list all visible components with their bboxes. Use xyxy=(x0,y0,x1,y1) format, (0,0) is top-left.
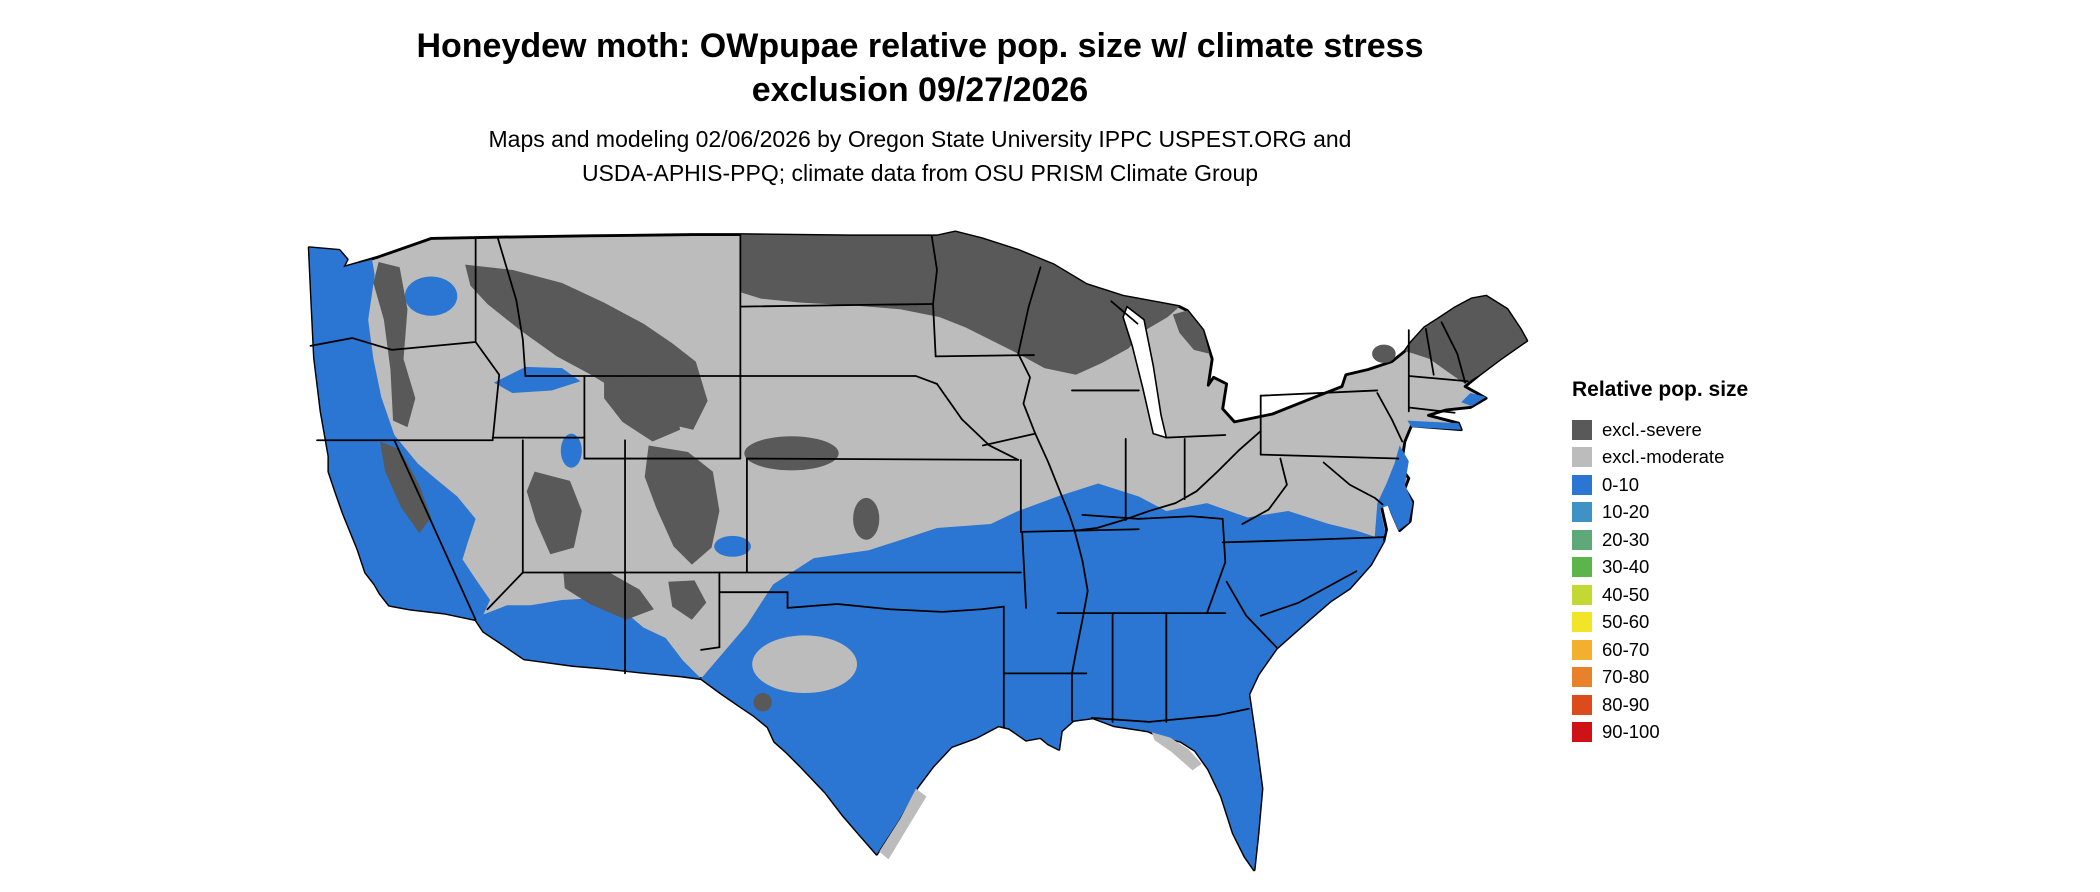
legend-swatch-excl-severe xyxy=(1572,419,1592,440)
lake-michigan xyxy=(1122,305,1168,439)
long-island-coast-region xyxy=(1407,420,1462,430)
page-title: Honeydew moth: OWpupae relative pop. siz… xyxy=(0,24,1840,112)
columbia-basin-region xyxy=(404,276,458,316)
arkansas-valley-region xyxy=(714,535,751,557)
legend-item-80-90: 80-90 xyxy=(1572,691,1748,719)
legend-label: excl.-moderate xyxy=(1602,446,1725,468)
legend-label: 10-20 xyxy=(1602,501,1650,523)
legend-item-30-40: 30-40 xyxy=(1572,554,1748,582)
legend-label: 60-70 xyxy=(1602,638,1650,660)
snake-river-plain-region xyxy=(493,366,581,394)
edwards-plateau-patch xyxy=(752,635,858,694)
wasatch-front-region xyxy=(560,433,582,468)
northern-michigan-region xyxy=(1172,310,1210,354)
flint-hills-region xyxy=(853,497,880,540)
legend-label: 40-50 xyxy=(1602,583,1650,605)
legend-label: 90-100 xyxy=(1602,721,1660,743)
legend-label: 30-40 xyxy=(1602,556,1650,578)
legend-item-excl-moderate: excl.-moderate xyxy=(1572,444,1748,472)
moderate-patches xyxy=(752,635,1202,860)
legend-swatch-20-30 xyxy=(1572,529,1592,550)
legend-item-70-80: 70-80 xyxy=(1572,664,1748,692)
legend-item-0-10: 0-10 xyxy=(1572,471,1748,499)
legend-swatch-10-20 xyxy=(1572,502,1592,523)
legend-item-90-100: 90-100 xyxy=(1572,719,1748,747)
new-england-region xyxy=(1404,296,1527,384)
page-subtitle: Maps and modeling 02/06/2026 by Oregon S… xyxy=(0,122,1840,190)
us-population-map xyxy=(300,228,1532,883)
legend-swatch-50-60 xyxy=(1572,612,1592,633)
southwest-border-region xyxy=(475,598,702,679)
great-lakes xyxy=(1122,305,1168,439)
legend-swatch-60-70 xyxy=(1572,639,1592,660)
title-line-1: Honeydew moth: OWpupae relative pop. siz… xyxy=(416,27,1424,65)
cascades-region xyxy=(373,262,416,428)
legend-swatch-80-90 xyxy=(1572,694,1592,715)
legend-swatch-30-40 xyxy=(1572,557,1592,578)
legend-swatch-0-10 xyxy=(1572,474,1592,495)
nebraska-sandhills-region xyxy=(744,436,839,471)
southern-utah-region xyxy=(526,471,582,555)
legend-label: 50-60 xyxy=(1602,611,1650,633)
severe-exclusion-regions xyxy=(373,231,1527,712)
legend-swatch-excl-moderate xyxy=(1572,447,1592,468)
legend-swatch-90-100 xyxy=(1572,722,1592,743)
legend-label: 70-80 xyxy=(1602,666,1650,688)
mogollon-rim-region xyxy=(563,572,654,620)
state-borders xyxy=(309,233,1469,728)
southern-band-region xyxy=(701,483,1384,870)
adirondacks-region xyxy=(1372,344,1396,363)
low-population-regions xyxy=(309,247,1487,870)
us-map-svg xyxy=(307,230,1529,872)
legend-item-20-30: 20-30 xyxy=(1572,526,1748,554)
title-line-2: exclusion 09/27/2026 xyxy=(751,71,1089,109)
davis-mountains-region xyxy=(753,693,772,712)
legend-label: 80-90 xyxy=(1602,693,1650,715)
wyoming-ranges-region xyxy=(604,374,681,442)
map-legend: Relative pop. size excl.-severe excl.-mo… xyxy=(1572,378,1748,746)
legend-title: Relative pop. size xyxy=(1572,378,1749,401)
legend-label: excl.-severe xyxy=(1602,418,1702,440)
legend-item-40-50: 40-50 xyxy=(1572,581,1748,609)
northern-plains-region xyxy=(740,231,1180,375)
new-mexico-highlands-region xyxy=(668,580,707,620)
legend-item-50-60: 50-60 xyxy=(1572,609,1748,637)
legend-label: 20-30 xyxy=(1602,528,1650,550)
legend-item-10-20: 10-20 xyxy=(1572,499,1748,527)
subtitle-line-1: Maps and modeling 02/06/2026 by Oregon S… xyxy=(488,126,1352,152)
legend-swatch-40-50 xyxy=(1572,584,1592,605)
subtitle-line-2: USDA-APHIS-PPQ; climate data from OSU PR… xyxy=(581,160,1259,186)
cape-cod-region xyxy=(1461,393,1487,407)
legend-item-excl-severe: excl.-severe xyxy=(1572,416,1748,444)
sierra-nevada-region xyxy=(379,441,432,534)
colorado-rockies-region xyxy=(644,445,720,565)
mid-atlantic-coast-region xyxy=(1374,445,1413,542)
texas-coast-patch xyxy=(879,788,927,860)
florida-bigbend-patch xyxy=(1151,732,1202,771)
legend-swatch-70-80 xyxy=(1572,667,1592,688)
west-coast-region xyxy=(309,247,491,620)
legend-item-60-70: 60-70 xyxy=(1572,636,1748,664)
legend-label: 0-10 xyxy=(1602,473,1640,495)
